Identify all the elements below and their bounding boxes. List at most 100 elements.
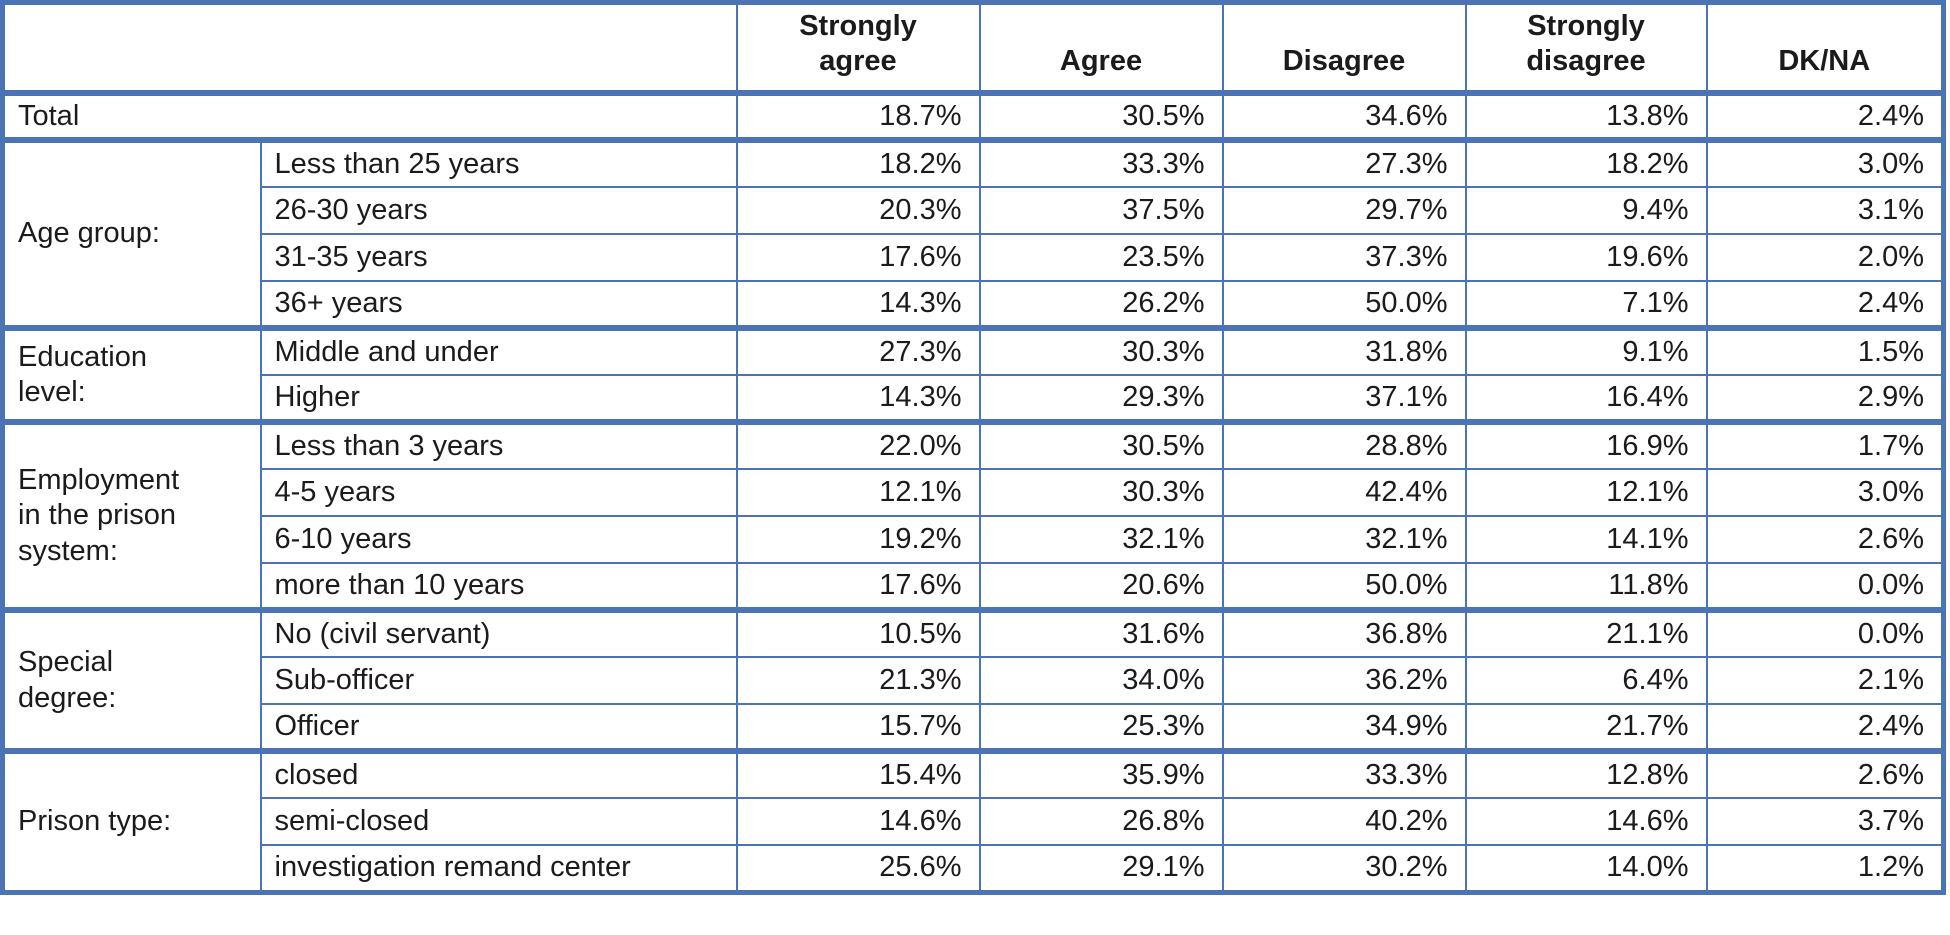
- column-header-dk-na: DK/NA: [1705, 1, 1945, 94]
- value-cell: 9.1%: [1464, 325, 1708, 377]
- value-cell: 20.3%: [735, 186, 981, 236]
- category-label: 26-30 years: [259, 186, 738, 236]
- group-label: Special degree:: [1, 607, 262, 753]
- value-cell: 26.8%: [978, 797, 1224, 847]
- value-cell: 3.7%: [1705, 797, 1945, 847]
- value-cell: 23.5%: [978, 233, 1224, 283]
- value-cell: 28.8%: [1221, 419, 1467, 471]
- value-cell: 2.4%: [1705, 89, 1945, 142]
- value-cell: 10.5%: [735, 607, 981, 659]
- value-cell: 40.2%: [1221, 797, 1467, 847]
- value-cell: 35.9%: [978, 748, 1224, 800]
- table-row: semi-closed 14.6% 26.8% 40.2% 14.6% 3.7%: [3, 797, 1945, 847]
- table-row: Special degree: No (civil servant) 10.5% 31…: [1, 607, 1945, 753]
- value-cell: 7.1%: [1464, 280, 1708, 330]
- value-cell: 0.0%: [1705, 607, 1945, 659]
- value-cell: 6.4%: [1464, 656, 1708, 706]
- value-cell: 12.8%: [1464, 748, 1708, 800]
- value-cell: 21.1%: [1464, 607, 1708, 659]
- group-label: Employment in the prison system:: [1, 419, 262, 612]
- value-cell: 29.1%: [978, 844, 1224, 894]
- value-cell: 25.3%: [978, 703, 1224, 753]
- group-label: Prison type:: [1, 748, 262, 894]
- value-cell: 30.3%: [978, 468, 1224, 518]
- value-cell: 14.6%: [735, 797, 981, 847]
- value-cell: 1.7%: [1705, 419, 1945, 471]
- table-row: more than 10 years 17.6% 20.6% 50.0% 11.8% 0.…: [3, 562, 1945, 612]
- value-cell: 14.6%: [1464, 797, 1708, 847]
- value-cell: 21.3%: [735, 656, 981, 706]
- value-cell: 2.4%: [1705, 280, 1945, 330]
- column-header-strongly-agree: Strongly agree: [735, 1, 981, 94]
- value-cell: 34.6%: [1221, 89, 1467, 142]
- category-label: semi-closed: [259, 797, 738, 847]
- table-row: Sub-officer 21.3% 34.0% 36.2% 6.4% 2.1%: [3, 656, 1945, 706]
- value-cell: 32.1%: [1221, 515, 1467, 565]
- value-cell: 12.1%: [735, 468, 981, 518]
- table-row: Education level: Middle and under 27.3% 30.…: [1, 325, 1945, 424]
- table-row: Age group: Less than 25 years 18.2% 33.3% 27…: [1, 137, 1945, 330]
- category-label: investigation remand center: [259, 844, 738, 894]
- value-cell: 36.2%: [1221, 656, 1467, 706]
- value-cell: 37.5%: [978, 186, 1224, 236]
- header-row: Strongly agree Agree Disagree Strongly d…: [1, 1, 1945, 94]
- value-cell: 30.5%: [978, 419, 1224, 471]
- category-label: Higher: [259, 374, 738, 424]
- value-cell: 14.3%: [735, 280, 981, 330]
- category-label: 36+ years: [259, 280, 738, 330]
- value-cell: 29.7%: [1221, 186, 1467, 236]
- table-row: 36+ years 14.3% 26.2% 50.0% 7.1% 2.4%: [3, 280, 1945, 330]
- value-cell: 19.6%: [1464, 233, 1708, 283]
- table-row: Higher 14.3% 29.3% 37.1% 16.4% 2.9%: [3, 374, 1945, 424]
- category-label: 31-35 years: [259, 233, 738, 283]
- value-cell: 37.3%: [1221, 233, 1467, 283]
- value-cell: 21.7%: [1464, 703, 1708, 753]
- value-cell: 14.1%: [1464, 515, 1708, 565]
- value-cell: 14.0%: [1464, 844, 1708, 894]
- value-cell: 34.0%: [978, 656, 1224, 706]
- category-label: Officer: [259, 703, 738, 753]
- value-cell: 14.3%: [735, 374, 981, 424]
- group-label: Education level:: [1, 325, 262, 424]
- value-cell: 30.5%: [978, 89, 1224, 142]
- value-cell: 42.4%: [1221, 468, 1467, 518]
- table-row: 6-10 years 19.2% 32.1% 32.1% 14.1% 2.6%: [3, 515, 1945, 565]
- value-cell: 15.4%: [735, 748, 981, 800]
- survey-results-table: Strongly agree Agree Disagree Strongly d…: [0, 0, 1946, 895]
- value-cell: 34.9%: [1221, 703, 1467, 753]
- value-cell: 2.1%: [1705, 656, 1945, 706]
- value-cell: 0.0%: [1705, 562, 1945, 612]
- value-cell: 9.4%: [1464, 186, 1708, 236]
- category-label: Less than 25 years: [259, 137, 738, 189]
- value-cell: 31.6%: [978, 607, 1224, 659]
- value-cell: 2.4%: [1705, 703, 1945, 753]
- value-cell: 27.3%: [1221, 137, 1467, 189]
- value-cell: 1.2%: [1705, 844, 1945, 894]
- value-cell: 17.6%: [735, 562, 981, 612]
- value-cell: 2.0%: [1705, 233, 1945, 283]
- value-cell: 22.0%: [735, 419, 981, 471]
- value-cell: 31.8%: [1221, 325, 1467, 377]
- value-cell: 11.8%: [1464, 562, 1708, 612]
- value-cell: 3.0%: [1705, 137, 1945, 189]
- category-label: No (civil servant): [259, 607, 738, 659]
- value-cell: 36.8%: [1221, 607, 1467, 659]
- value-cell: 37.1%: [1221, 374, 1467, 424]
- value-cell: 2.9%: [1705, 374, 1945, 424]
- table-row: 26-30 years 20.3% 37.5% 29.7% 9.4% 3.1%: [3, 186, 1945, 236]
- value-cell: 50.0%: [1221, 562, 1467, 612]
- category-label: closed: [259, 748, 738, 800]
- table-row: investigation remand center 25.6% 29.1% 30.…: [3, 844, 1945, 894]
- value-cell: 50.0%: [1221, 280, 1467, 330]
- value-cell: 3.0%: [1705, 468, 1945, 518]
- table-row: Employment in the prison system: Less tha…: [1, 419, 1945, 612]
- table-row: Officer 15.7% 25.3% 34.9% 21.7% 2.4%: [3, 703, 1945, 753]
- table-row: 4-5 years 12.1% 30.3% 42.4% 12.1% 3.0%: [3, 468, 1945, 518]
- value-cell: 18.7%: [735, 89, 981, 142]
- value-cell: 16.9%: [1464, 419, 1708, 471]
- value-cell: 12.1%: [1464, 468, 1708, 518]
- value-cell: 13.8%: [1464, 89, 1708, 142]
- column-header-disagree: Disagree: [1221, 1, 1467, 94]
- value-cell: 2.6%: [1705, 515, 1945, 565]
- value-cell: 3.1%: [1705, 186, 1945, 236]
